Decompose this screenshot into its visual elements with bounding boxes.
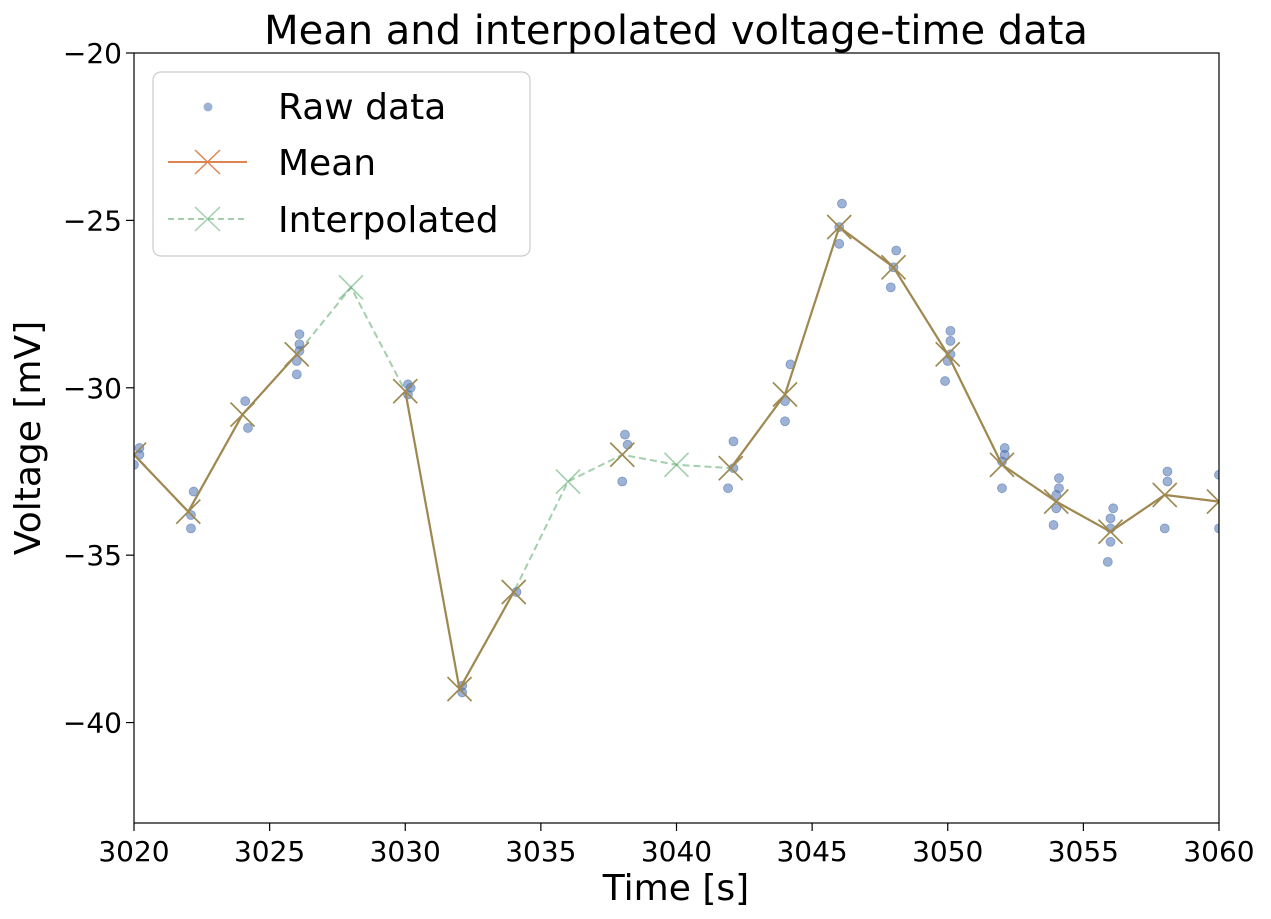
mean-marker <box>1206 489 1219 515</box>
x-axis-label: Time [s] <box>602 868 749 909</box>
mean-marker <box>718 455 744 481</box>
y-tick-label: −30 <box>63 372 122 405</box>
x-tick-label: 3060 <box>1183 835 1254 868</box>
mean-marker <box>501 579 527 605</box>
y-tick-label: −25 <box>63 204 122 237</box>
interpolated-marker <box>663 452 690 478</box>
mean-marker <box>1097 519 1124 545</box>
raw-data-point <box>1214 469 1219 480</box>
legend-mean-marker <box>194 149 221 175</box>
mean-marker <box>392 378 418 404</box>
raw-data-point <box>291 369 302 380</box>
raw-data-point <box>1105 536 1116 547</box>
y-tick-label: −35 <box>63 539 122 572</box>
raw-data-point <box>1102 556 1113 567</box>
mean-marker <box>935 341 961 367</box>
raw-data-point <box>243 423 253 433</box>
chart-title: Mean and interpolated voltage-time data <box>264 8 1088 54</box>
interpolated-marker <box>555 468 581 495</box>
raw-data-point <box>1048 520 1059 530</box>
mean-line <box>729 225 1219 534</box>
mean-line <box>134 353 298 514</box>
raw-data-point <box>294 329 305 340</box>
raw-data-point <box>780 416 790 427</box>
mean-marker <box>284 341 310 367</box>
y-tick-label: −40 <box>63 707 122 740</box>
mean-marker <box>989 452 1015 478</box>
x-tick-label: 3040 <box>641 835 712 868</box>
legend-mean-label: Mean <box>278 143 376 184</box>
raw-data-point <box>891 245 902 256</box>
x-tick-label: 3035 <box>505 835 576 868</box>
raw-data-point <box>1051 503 1062 514</box>
x-tick-label: 3025 <box>234 835 305 868</box>
raw-data-point <box>240 396 251 407</box>
raw-data-point <box>945 336 956 346</box>
y-axis-label: Voltage [mV] <box>8 321 49 555</box>
mean-marker <box>134 442 147 468</box>
x-tick-label: 3055 <box>1048 835 1119 868</box>
raw-data-point <box>620 429 630 440</box>
x-tick-label: 3050 <box>912 835 983 868</box>
raw-data-point <box>945 325 956 336</box>
y-tick-label: −20 <box>63 37 122 70</box>
raw-data-point <box>1162 476 1173 487</box>
raw-data-point <box>291 356 302 366</box>
raw-data-point <box>511 587 522 597</box>
raw-data-point <box>186 523 196 534</box>
raw-data-point <box>134 459 139 470</box>
raw-data-point <box>728 436 739 447</box>
x-axis: 3020 3025 3030 3035 3040 3045 3050 3055 3060 <box>98 823 1255 868</box>
raw-data-point <box>723 483 733 494</box>
mean-marker <box>826 214 852 240</box>
x-tick-label: 3020 <box>98 835 169 868</box>
plot-area <box>134 198 1219 702</box>
x-tick-label: 3030 <box>370 835 441 868</box>
mean-marker <box>446 676 473 702</box>
legend-raw-marker <box>203 102 213 112</box>
mean-marker <box>609 442 635 468</box>
raw-data-point <box>1054 473 1064 484</box>
mean-marker <box>880 254 907 280</box>
x-tick-label: 3045 <box>776 835 847 868</box>
raw-data-point <box>622 439 633 450</box>
raw-data-point <box>188 486 199 497</box>
raw-data-point <box>834 238 845 249</box>
legend-interp-marker <box>194 206 221 232</box>
raw-data-point <box>1159 523 1170 534</box>
legend-box <box>152 71 531 257</box>
raw-data-point <box>617 476 628 487</box>
raw-data-point <box>997 483 1007 494</box>
raw-data-point <box>1162 466 1173 477</box>
legend-interp-label: Interpolated <box>278 200 499 241</box>
interpolated-marker <box>338 274 364 300</box>
mean-marker <box>229 401 256 428</box>
raw-data-point <box>885 282 896 293</box>
legend-raw-label: Raw data <box>278 87 446 128</box>
raw-data-point <box>837 198 847 209</box>
mean-marker <box>175 499 201 525</box>
mean-marker <box>772 381 798 408</box>
raw-data-point <box>1214 523 1219 534</box>
legend: Raw data Mean Interpolated <box>152 71 531 257</box>
raw-data-point <box>1108 503 1119 514</box>
y-axis: −40 −35 −30 −25 −20 <box>63 37 134 740</box>
raw-data-point <box>1051 490 1062 500</box>
raw-data-point <box>940 376 950 386</box>
mean-marker <box>1152 482 1178 508</box>
mean-marker <box>1043 489 1069 515</box>
raw-data-point <box>1105 513 1116 524</box>
